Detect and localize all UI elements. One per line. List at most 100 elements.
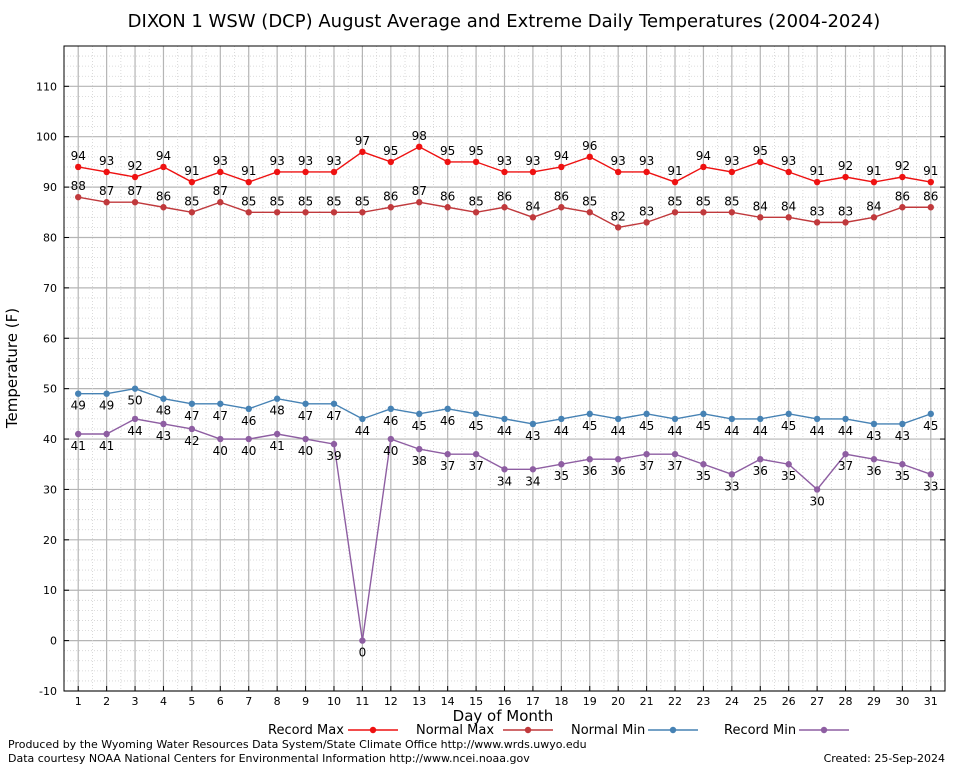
data-point-record-max xyxy=(927,178,934,186)
data-point-record-max xyxy=(501,168,508,176)
data-label-normal-min: 44 xyxy=(809,424,824,438)
data-label-normal-min: 45 xyxy=(412,419,427,433)
data-point-normal-min xyxy=(387,405,395,413)
data-label-normal-max: 85 xyxy=(241,194,256,208)
data-label-record-max: 91 xyxy=(923,164,938,178)
data-label-record-max: 95 xyxy=(383,144,398,158)
data-point-record-max xyxy=(643,168,650,176)
data-point-normal-min xyxy=(131,385,139,392)
data-point-normal-max xyxy=(75,193,82,201)
data-point-normal-max xyxy=(813,219,821,226)
data-point-normal-min xyxy=(160,395,167,402)
data-point-record-min xyxy=(217,435,224,443)
data-label-record-max: 93 xyxy=(326,154,341,168)
data-label-record-max: 94 xyxy=(156,149,171,163)
data-point-normal-max xyxy=(330,209,338,216)
data-label-normal-max: 85 xyxy=(667,194,682,208)
data-point-normal-min xyxy=(416,410,423,418)
data-point-record-max xyxy=(529,168,537,176)
data-label-record-min: 34 xyxy=(497,474,512,488)
data-label-record-max: 97 xyxy=(355,134,370,148)
data-label-normal-min: 46 xyxy=(440,414,455,428)
data-label-normal-max: 82 xyxy=(611,209,626,223)
data-point-normal-min xyxy=(472,410,480,418)
data-label-normal-max: 83 xyxy=(809,204,824,218)
data-label-record-max: 92 xyxy=(895,159,910,173)
data-point-normal-max xyxy=(302,209,309,216)
data-point-record-min xyxy=(842,450,849,458)
y-axis-label: Temperature (F) xyxy=(3,308,21,429)
data-label-record-max: 92 xyxy=(838,159,853,173)
data-label-record-min: 30 xyxy=(809,494,824,508)
data-label-record-min: 41 xyxy=(99,439,114,453)
data-label-record-min: 44 xyxy=(127,424,142,438)
data-point-normal-max xyxy=(700,209,707,216)
data-point-record-max xyxy=(700,163,707,171)
data-point-normal-min xyxy=(785,410,792,418)
data-point-record-max xyxy=(131,173,139,181)
data-point-record-max xyxy=(359,148,366,156)
data-label-normal-min: 44 xyxy=(554,424,569,438)
x-tick-label: 27 xyxy=(810,695,824,708)
plot-grid xyxy=(63,45,946,692)
y-tick-label: 70 xyxy=(43,282,57,295)
data-point-record-min xyxy=(416,445,423,453)
data-point-normal-max xyxy=(643,219,650,226)
data-label-record-min: 35 xyxy=(554,469,569,483)
data-point-normal-min xyxy=(813,415,821,423)
x-tick-label: 17 xyxy=(526,695,540,708)
data-label-normal-min: 47 xyxy=(184,409,199,423)
data-point-normal-min xyxy=(757,415,764,423)
data-point-record-max xyxy=(75,163,82,171)
data-point-record-max xyxy=(757,158,764,166)
data-label-normal-min: 50 xyxy=(127,394,142,408)
data-point-record-min xyxy=(927,471,934,478)
legend-item-record-max: Record Max xyxy=(268,723,398,738)
data-label-record-min: 37 xyxy=(468,459,483,473)
data-point-record-max xyxy=(245,178,252,186)
data-point-record-min xyxy=(444,450,451,458)
data-label-normal-min: 45 xyxy=(696,419,711,433)
data-label-record-max: 91 xyxy=(184,164,199,178)
data-point-record-max xyxy=(899,173,906,181)
legend-marker xyxy=(369,726,377,734)
x-tick-label: 23 xyxy=(696,695,710,708)
data-label-normal-max: 87 xyxy=(127,184,142,198)
data-label-normal-max: 86 xyxy=(895,189,910,203)
data-label-normal-min: 47 xyxy=(298,409,313,423)
data-point-normal-min xyxy=(330,400,338,407)
data-label-record-max: 95 xyxy=(440,144,455,158)
data-label-normal-max: 87 xyxy=(99,184,114,198)
data-point-normal-max xyxy=(188,209,196,216)
footer-produced-by: Produced by the Wyoming Water Resources … xyxy=(8,738,587,751)
data-point-normal-max xyxy=(899,204,906,211)
data-label-normal-min: 49 xyxy=(99,399,114,413)
data-point-normal-min xyxy=(444,405,451,413)
data-point-normal-max xyxy=(416,199,423,206)
data-point-normal-min xyxy=(217,400,224,407)
data-label-normal-min: 46 xyxy=(241,414,256,428)
data-point-normal-min xyxy=(728,415,736,423)
data-point-normal-max xyxy=(245,209,252,216)
data-label-record-min: 43 xyxy=(156,429,171,443)
data-label-normal-max: 85 xyxy=(696,194,711,208)
data-label-record-min: 40 xyxy=(241,444,256,458)
data-label-record-min: 37 xyxy=(667,459,682,473)
data-label-record-max: 94 xyxy=(696,149,711,163)
data-label-record-min: 38 xyxy=(412,454,427,468)
data-label-normal-min: 44 xyxy=(355,424,370,438)
x-tick-label: 20 xyxy=(611,695,625,708)
x-tick-label: 31 xyxy=(924,695,938,708)
data-point-record-max xyxy=(813,178,821,186)
data-point-normal-min xyxy=(529,420,537,428)
data-label-normal-max: 88 xyxy=(71,179,86,193)
data-point-record-min xyxy=(757,456,764,463)
data-label-normal-max: 85 xyxy=(724,194,739,208)
data-label-normal-max: 85 xyxy=(270,194,285,208)
data-label-record-max: 92 xyxy=(127,159,142,173)
legend-item-normal-min: Normal Min xyxy=(571,723,698,738)
legend-marker xyxy=(524,726,532,734)
data-label-normal-max: 83 xyxy=(639,204,654,218)
data-point-normal-max xyxy=(359,209,366,216)
data-point-normal-min xyxy=(586,410,593,418)
